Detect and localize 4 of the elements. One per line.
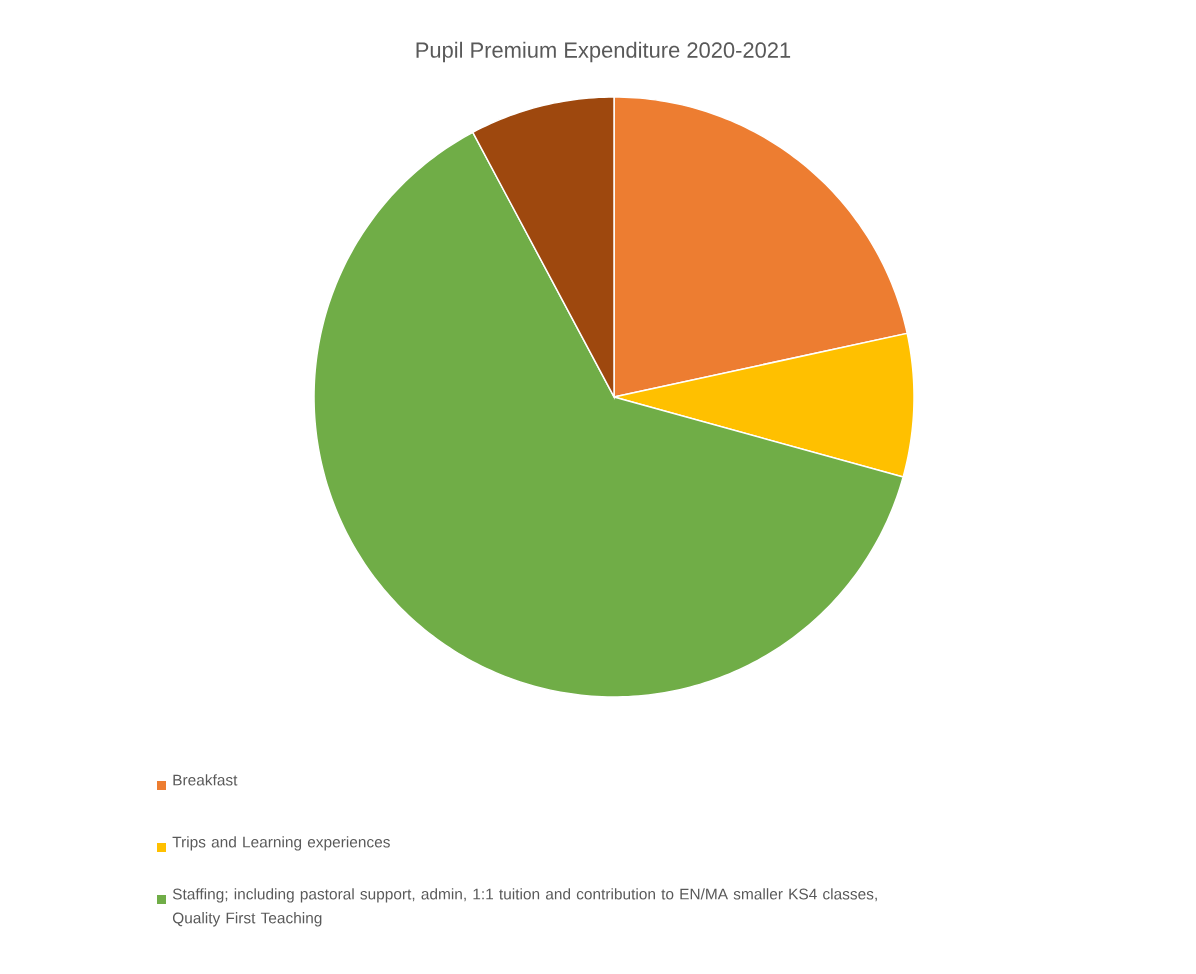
legend-label: Trips and Learning experiences <box>172 836 390 851</box>
legend-label: Breakfast <box>173 774 238 786</box>
legend-label: Staffing; including pastoral support, admin, 1:1 tuition and contribution to EN/MA smaller KS4 classes, Quality First Teaching <box>172 888 877 927</box>
chart-title: Pupil Premium Expenditure 2020-2021 <box>416 41 791 63</box>
